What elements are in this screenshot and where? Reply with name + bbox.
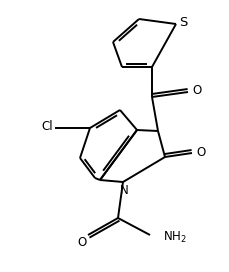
Text: O: O [191, 85, 201, 97]
Text: NH$_2$: NH$_2$ [162, 230, 186, 245]
Text: Cl: Cl [41, 120, 53, 134]
Text: N: N [119, 184, 128, 196]
Text: S: S [178, 16, 186, 29]
Text: O: O [196, 147, 205, 159]
Text: O: O [77, 236, 86, 249]
